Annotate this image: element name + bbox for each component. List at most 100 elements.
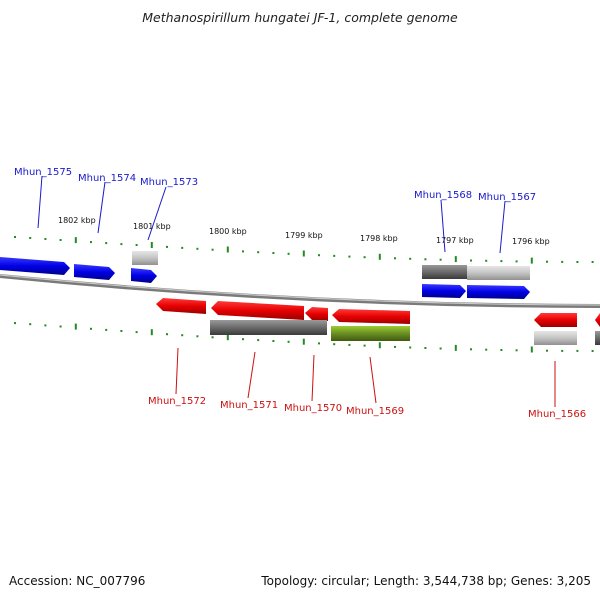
- scale-tick-minor: [166, 245, 168, 248]
- gene-label-mhun-1569[interactable]: Mhun_1569: [346, 406, 404, 417]
- scale-tick-minor: [105, 328, 108, 331]
- scale-tick-minor: [424, 258, 427, 261]
- scale-tick-minor: [546, 260, 548, 263]
- scale-tick-major: [454, 344, 457, 351]
- scale-label: 1800 kbp: [209, 227, 247, 236]
- scale-tick-minor: [120, 330, 123, 332]
- accession-label: Accession: NC_007796: [9, 574, 146, 588]
- scale-tick-minor: [242, 338, 244, 341]
- scale-tick-major: [530, 346, 533, 353]
- scale-tick-minor: [90, 327, 92, 330]
- label-leaders-forward: [37, 175, 506, 254]
- pseudo-feature: [534, 331, 577, 345]
- scale-tick-minor: [105, 242, 108, 245]
- gene-mhun-1570[interactable]: [305, 307, 328, 321]
- pseudo-feature: [467, 266, 530, 280]
- scale-tick-minor: [348, 255, 351, 258]
- genome-summary: Topology: circular; Length: 3,544,738 bp…: [261, 574, 591, 588]
- pseudo-feature: [132, 251, 158, 265]
- scale-tick-minor: [500, 349, 503, 351]
- scale-tick-major: [302, 250, 305, 257]
- scale-tick-major: [226, 334, 229, 341]
- gene-label-mhun-1568[interactable]: Mhun_1568: [414, 190, 472, 201]
- gene-label-mhun-1574[interactable]: Mhun_1574: [78, 173, 136, 184]
- gene-mhun-1575[interactable]: [0, 257, 70, 275]
- scale-tick-minor: [44, 324, 47, 327]
- scale-tick-minor: [181, 246, 184, 249]
- scale-tick-minor: [409, 346, 412, 349]
- scale-tick-minor: [576, 261, 579, 263]
- gene-mhun-1569[interactable]: [332, 309, 410, 324]
- label-leaders-reverse: [175, 347, 556, 407]
- scale-tick-minor: [211, 248, 214, 251]
- scale-tick-minor: [394, 345, 396, 348]
- scale-tick-minor: [485, 348, 488, 351]
- scale-ticks-reverse: [14, 322, 594, 353]
- scale-tick-minor: [333, 343, 336, 346]
- rna-feature: [331, 326, 410, 341]
- scale-label: 1796 kbp: [512, 237, 550, 246]
- scale-tick-minor: [29, 323, 32, 326]
- map-title: Methanospirillum hungatei JF-1, complete…: [142, 10, 458, 25]
- scale-tick-major: [74, 323, 77, 330]
- scale-tick-minor: [29, 237, 32, 239]
- scale-tick-minor: [257, 339, 260, 342]
- gene-label-mhun-1575[interactable]: Mhun_1575: [14, 167, 72, 178]
- scale-tick-minor: [394, 257, 396, 260]
- gene-label-mhun-1566[interactable]: Mhun_1566: [528, 409, 586, 420]
- scale-tick-major: [302, 338, 305, 345]
- scale-tick-minor: [166, 333, 168, 336]
- gene-partial-right[interactable]: [595, 313, 600, 327]
- pseudo-feature: [210, 320, 327, 335]
- gene-mhun-1567[interactable]: [467, 285, 530, 299]
- scale-tick-minor: [272, 252, 275, 254]
- scale-tick-major: [74, 237, 77, 244]
- scale-tick-minor: [211, 336, 214, 339]
- scale-tick-minor: [135, 331, 138, 334]
- gene-label-mhun-1572[interactable]: Mhun_1572: [148, 396, 206, 407]
- scale-tick-major: [378, 253, 381, 260]
- scale-tick-minor: [14, 236, 16, 238]
- scale-tick-minor: [333, 254, 336, 257]
- scale-tick-minor: [576, 349, 579, 352]
- scale-ticks-forward: [14, 236, 594, 264]
- pseudo-feature: [422, 265, 467, 279]
- scale-tick-major: [150, 242, 153, 248]
- gene-mhun-1574[interactable]: [74, 264, 115, 280]
- gene-mhun-1572[interactable]: [156, 298, 206, 314]
- scale-tick-minor: [591, 261, 594, 263]
- scale-tick-minor: [561, 349, 564, 352]
- scale-tick-minor: [59, 239, 62, 241]
- scale-tick-major: [454, 256, 457, 263]
- gene-label-mhun-1571[interactable]: Mhun_1571: [220, 400, 278, 411]
- scale-tick-minor: [424, 347, 427, 349]
- gene-label-mhun-1573[interactable]: Mhun_1573: [140, 177, 198, 188]
- scale-tick-minor: [470, 259, 472, 262]
- scale-tick-minor: [561, 260, 564, 263]
- gene-mhun-1566[interactable]: [534, 313, 577, 327]
- gene-mhun-1571[interactable]: [211, 301, 304, 320]
- scale-label: 1802 kbp: [58, 216, 96, 225]
- scale-label: 1798 kbp: [360, 234, 398, 243]
- scale-tick-minor: [500, 260, 503, 263]
- gene-mhun-1568[interactable]: [422, 284, 466, 298]
- pseudo-feature: [595, 331, 600, 345]
- gene-label-mhun-1570[interactable]: Mhun_1570: [284, 403, 342, 414]
- scale-tick-minor: [363, 344, 366, 347]
- scale-tick-minor: [90, 241, 92, 244]
- scale-tick-minor: [44, 238, 47, 240]
- scale-tick-minor: [439, 347, 442, 350]
- scale-tick-minor: [181, 334, 184, 337]
- scale-tick-minor: [135, 244, 138, 246]
- scale-tick-minor: [14, 322, 16, 325]
- gene-mhun-1573[interactable]: [131, 268, 157, 283]
- scale-label: 1797 kbp: [436, 236, 474, 245]
- scale-tick-minor: [318, 342, 320, 345]
- scale-tick-minor: [257, 251, 260, 254]
- scale-tick-minor: [272, 340, 275, 342]
- gene-label-mhun-1567[interactable]: Mhun_1567: [478, 192, 536, 203]
- scale-tick-major: [530, 257, 533, 264]
- scale-tick-minor: [318, 254, 320, 257]
